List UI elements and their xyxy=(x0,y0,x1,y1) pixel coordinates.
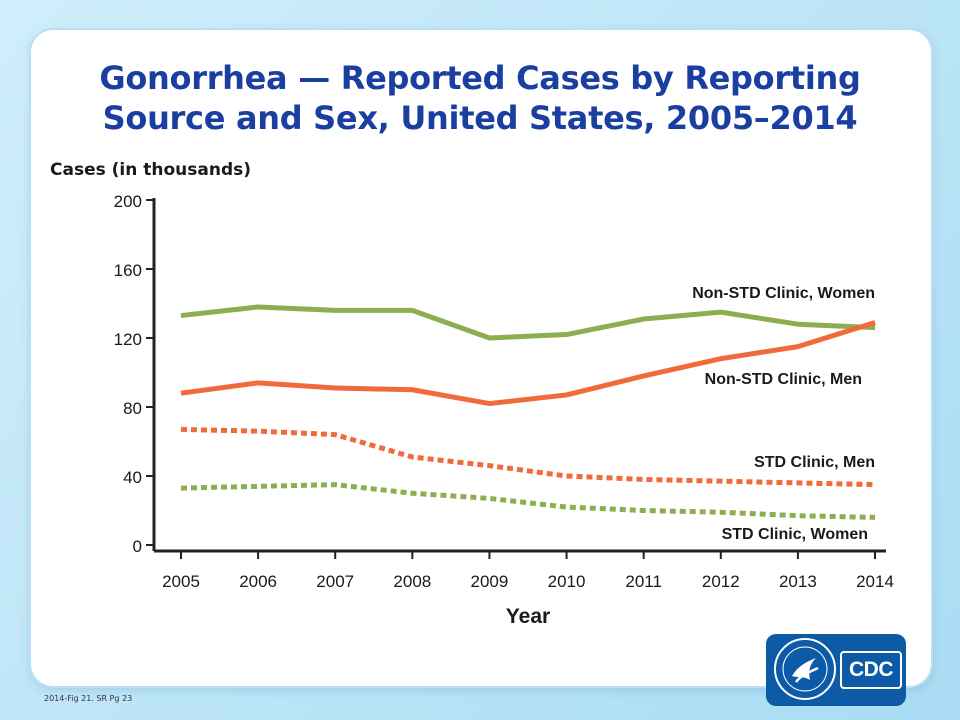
x-tick-label: 2007 xyxy=(316,572,354,591)
series-label-1: Non-STD Clinic, Women xyxy=(692,285,875,302)
series-line-2 xyxy=(180,320,876,407)
series-label-4: STD Clinic, Women xyxy=(722,526,868,543)
y-tick-label: 120 xyxy=(114,330,142,349)
cdc-logo-text: CDC xyxy=(840,651,902,689)
y-tick-label: 200 xyxy=(114,192,142,211)
x-tick-label: 2005 xyxy=(162,572,200,591)
x-tick-label: 2010 xyxy=(548,572,586,591)
y-tick-label: 160 xyxy=(114,261,142,280)
title-line-1: Gonorrhea — Reported Cases by Reporting xyxy=(99,59,861,97)
x-tick-label: 2008 xyxy=(393,572,431,591)
x-tick-label: 2014 xyxy=(856,572,894,591)
y-axis-label: Cases (in thousands) xyxy=(50,160,252,180)
x-tick-label: 2006 xyxy=(239,572,277,591)
series-line-4 xyxy=(180,482,876,520)
chart-title: Gonorrhea — Reported Cases by Reporting … xyxy=(40,58,920,138)
x-axis-label: Year xyxy=(506,605,550,628)
footnote: 2014-Fig 21. SR Pg 23 xyxy=(44,694,133,703)
series-line-3 xyxy=(180,426,876,488)
x-tick-label: 2012 xyxy=(702,572,740,591)
slide-panel xyxy=(31,30,931,686)
series-label-3: STD Clinic, Men xyxy=(754,454,875,471)
x-tick-label: 2009 xyxy=(471,572,509,591)
y-tick-label: 80 xyxy=(123,399,142,418)
y-tick-label: 40 xyxy=(123,468,142,487)
title-line-2: Source and Sex, United States, 2005–2014 xyxy=(102,99,858,137)
y-tick-label: 0 xyxy=(133,537,142,556)
hhs-seal-icon xyxy=(774,638,836,700)
series-line-1 xyxy=(180,304,876,341)
series-label-2: Non-STD Clinic, Men xyxy=(705,371,862,388)
x-tick-label: 2013 xyxy=(779,572,817,591)
x-tick-label: 2011 xyxy=(625,572,662,591)
